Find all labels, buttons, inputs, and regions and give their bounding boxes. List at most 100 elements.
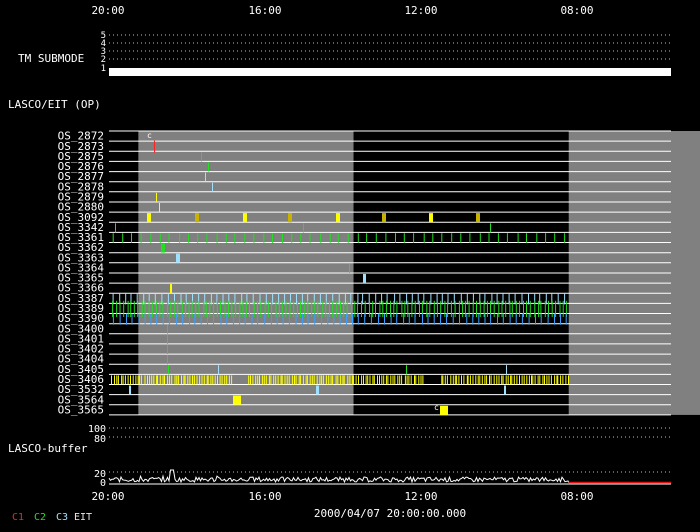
- os-row-label: OS_3532: [58, 383, 104, 396]
- c3-mark: [453, 293, 455, 305]
- c3-mark: [144, 313, 146, 325]
- c2-mark: [511, 300, 513, 317]
- c3-mark: [168, 313, 170, 325]
- c2-mark: [469, 233, 471, 243]
- c2-mark: [490, 223, 491, 233]
- c2-mark: [369, 300, 371, 317]
- c3-mark: [496, 293, 498, 305]
- eit-mark: [122, 375, 124, 385]
- c2-mark: [162, 300, 164, 317]
- c3-mark: [540, 313, 542, 325]
- c3-mark: [452, 313, 454, 325]
- c2-mark: [263, 233, 265, 243]
- c3-mark: [257, 313, 259, 325]
- eit-mark: [404, 375, 406, 385]
- c3-mark: [472, 313, 474, 325]
- top-tick-2: 16:00: [248, 4, 281, 17]
- c3-mark: [386, 293, 388, 305]
- c2-mark: [479, 233, 481, 243]
- eit-mark: [138, 375, 140, 385]
- c3-mark: [284, 293, 286, 305]
- c2-mark: [332, 300, 334, 317]
- c2-mark: [141, 300, 143, 317]
- c3-mark: [296, 293, 297, 305]
- eit-mark: [203, 375, 205, 385]
- eit-mark: [484, 375, 486, 385]
- c2-mark: [407, 300, 409, 317]
- c2-mark: [159, 300, 161, 317]
- os-row-label: OS_2879: [58, 191, 104, 204]
- c3-mark: [357, 293, 359, 305]
- tm-submode-label: TM SUBMODE: [18, 52, 84, 65]
- c3-mark: [176, 253, 180, 263]
- c2-mark: [444, 300, 446, 317]
- eit-mark: [140, 375, 142, 385]
- eit-mark: [505, 375, 507, 385]
- eit-mark: [210, 375, 212, 385]
- os-row-label: OS_3404: [58, 353, 105, 366]
- eit-mark: [372, 375, 374, 385]
- c2-mark: [361, 300, 362, 317]
- c3-mark: [307, 293, 309, 305]
- c2-mark: [329, 233, 331, 243]
- eit-mark: [458, 375, 460, 385]
- c3-mark: [545, 293, 547, 305]
- eit-mark: [422, 375, 424, 385]
- c3-mark: [446, 313, 447, 325]
- legend-c1: C1: [12, 512, 24, 523]
- eit-mark: [361, 375, 363, 385]
- c3-mark: [265, 293, 267, 305]
- eit-mark: [446, 375, 448, 385]
- eit-mark: [349, 375, 351, 385]
- os-row-label: OS_3387: [58, 292, 104, 305]
- c3-mark: [220, 313, 222, 325]
- c3-mark: [264, 313, 266, 325]
- eit-mark: [275, 375, 277, 385]
- eit-mark: [394, 375, 396, 385]
- c3-mark: [112, 293, 114, 305]
- eit-mark: [461, 375, 462, 385]
- c3-mark: [174, 293, 175, 305]
- c3-mark: [427, 313, 429, 325]
- c3-mark: [396, 313, 398, 325]
- c2-mark: [122, 233, 124, 243]
- c2-mark: [191, 300, 193, 317]
- c3-mark: [333, 313, 335, 325]
- eit-mark: [562, 375, 564, 385]
- bottom-tick-1: 20:00: [91, 490, 124, 503]
- eit-mark: [381, 375, 383, 385]
- os3092-mark: [288, 213, 292, 223]
- c2-mark: [447, 300, 449, 317]
- c3-mark: [509, 313, 511, 325]
- c2-mark: [293, 300, 295, 317]
- c3-mark: [394, 293, 396, 305]
- c2-mark: [281, 300, 283, 317]
- c3-mark: [514, 293, 516, 305]
- c3-mark: [288, 313, 290, 325]
- c2-mark: [379, 300, 381, 317]
- c2-mark: [317, 300, 319, 317]
- c3-mark: [162, 313, 164, 325]
- c2-mark: [201, 152, 202, 162]
- os-row-label: OS_2880: [58, 201, 104, 214]
- eit-mark: [212, 375, 214, 385]
- eit-mark: [418, 375, 420, 385]
- eit-mark: [162, 375, 164, 385]
- c3-mark: [363, 274, 366, 284]
- c3-mark: [234, 293, 236, 305]
- c2-mark: [354, 300, 356, 317]
- eit-mark: [486, 375, 488, 385]
- c2-mark: [278, 300, 280, 317]
- eit-mark: [147, 375, 148, 385]
- c2-mark: [285, 300, 287, 317]
- c3-mark: [251, 313, 253, 325]
- eit-mark: [369, 375, 371, 385]
- c3-mark: [218, 365, 219, 375]
- c2-mark: [509, 300, 511, 317]
- os-row-label: OS_3389: [58, 302, 104, 315]
- c3-mark: [565, 313, 567, 325]
- eit-mark: [300, 375, 302, 385]
- os-row-label: OS_3342: [58, 221, 104, 234]
- c3-mark: [307, 313, 309, 325]
- c3-mark: [290, 293, 291, 305]
